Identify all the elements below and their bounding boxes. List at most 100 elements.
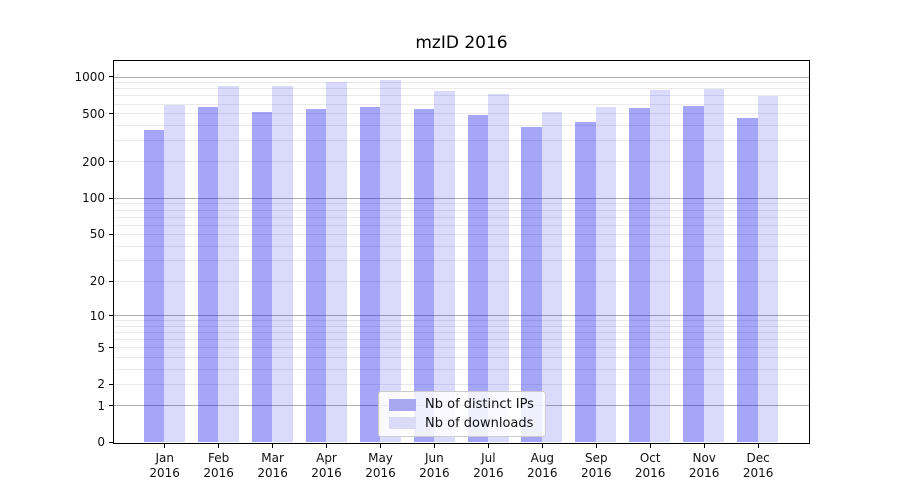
- bar-downloads-mar: [272, 85, 293, 442]
- x-tick-label-aug: Aug 2016: [527, 451, 558, 480]
- gridline-major-10: [114, 315, 809, 317]
- x-tick-mark-apr: [325, 443, 328, 448]
- bar-downloads-jun: [434, 91, 455, 442]
- x-tick-label-dec: Dec 2016: [742, 451, 774, 480]
- gridline-minor-400: [114, 124, 809, 126]
- chart-title: mzID 2016: [415, 33, 508, 53]
- gridline-minor-300: [114, 140, 809, 141]
- gridline-minor-2: [114, 383, 809, 385]
- bar-downloads-dec: [757, 96, 779, 442]
- bar-ips-feb: [197, 106, 219, 442]
- y-tick-mark-10: [108, 314, 113, 317]
- gridline-minor-600: [114, 103, 809, 105]
- y-tick-label-2: 2: [97, 377, 105, 392]
- x-tick-mark-nov: [703, 443, 705, 448]
- gridline-minor-900: [114, 82, 809, 83]
- legend-swatch-downloads-icon: [389, 417, 416, 430]
- gridline-major-100: [114, 197, 809, 199]
- y-tick-label-0: 0: [97, 435, 105, 450]
- gridline-minor-700: [114, 95, 809, 97]
- gridline-minor-5: [114, 347, 809, 349]
- gridline-major-1000: [114, 76, 809, 78]
- gridline-minor-90: [114, 203, 809, 205]
- y-tick-label-1: 1: [97, 398, 105, 413]
- y-tick-mark-1: [108, 405, 113, 407]
- x-tick-mark-dec: [757, 443, 759, 448]
- bar-downloads-feb: [218, 86, 239, 442]
- gridline-minor-4: [114, 356, 809, 358]
- x-tick-mark-sep: [595, 443, 597, 448]
- x-tick-label-jan: Jan 2016: [149, 451, 180, 480]
- bar-downloads-may: [380, 79, 401, 442]
- bar-ips-apr: [305, 108, 327, 442]
- y-tick-mark-200: [108, 161, 113, 163]
- legend-label-downloads: Nb of downloads: [425, 415, 534, 431]
- x-tick-label-nov: Nov 2016: [688, 451, 720, 480]
- bar-ips-dec: [737, 118, 758, 442]
- plot-area: Nb of distinct IPs Nb of downloads: [113, 60, 810, 444]
- x-tick-label-sep: Sep 2016: [581, 451, 612, 480]
- gridline-minor-500: [114, 113, 809, 115]
- bar-downloads-sep: [595, 106, 617, 442]
- bar-ips-jan: [143, 130, 165, 442]
- y-tick-mark-0: [108, 441, 113, 443]
- bar-ips-may: [359, 106, 381, 442]
- gridline-minor-60: [114, 224, 809, 226]
- x-tick-mark-mar: [272, 443, 274, 448]
- bar-downloads-aug: [541, 112, 563, 442]
- bar-ips-jul: [467, 115, 488, 442]
- x-tick-mark-may: [379, 443, 382, 448]
- gridline-minor-9: [114, 320, 809, 322]
- y-tick-label-20: 20: [89, 274, 105, 289]
- y-tick-label-1000: 1000: [74, 69, 105, 84]
- y-tick-mark-1000: [108, 76, 113, 78]
- gridline-minor-20: [114, 280, 809, 282]
- gridline-minor-6: [114, 339, 809, 340]
- y-tick-mark-20: [108, 280, 113, 282]
- legend: Nb of distinct IPs Nb of downloads: [378, 391, 546, 437]
- bar-ips-aug: [521, 126, 542, 442]
- y-tick-label-200: 200: [82, 154, 105, 169]
- bar-ips-nov: [683, 105, 704, 442]
- y-tick-label-500: 500: [82, 106, 105, 121]
- y-tick-label-10: 10: [89, 308, 105, 323]
- bar-ips-oct: [629, 108, 650, 442]
- x-tick-label-may: May 2016: [365, 451, 396, 480]
- legend-item-downloads: Nb of downloads: [389, 416, 535, 431]
- bar-downloads-jul: [488, 94, 509, 442]
- gridline-minor-50: [114, 234, 809, 235]
- y-tick-mark-5: [108, 347, 113, 349]
- x-tick-label-apr: Apr 2016: [311, 451, 342, 480]
- gridline-minor-7: [114, 332, 809, 333]
- y-tick-mark-500: [108, 112, 113, 115]
- y-tick-label-5: 5: [97, 340, 105, 355]
- x-tick-label-oct: Oct 2016: [634, 451, 666, 480]
- gridline-minor-8: [114, 325, 809, 327]
- gridline-minor-800: [114, 88, 809, 90]
- x-tick-mark-oct: [649, 443, 651, 448]
- bar-ips-jun: [413, 108, 434, 442]
- bar-ips-mar: [251, 111, 273, 442]
- y-tick-label-100: 100: [82, 191, 105, 206]
- legend-item-distinct-ips: Nb of distinct IPs: [389, 397, 535, 412]
- gridline-minor-3: [114, 368, 809, 370]
- x-tick-mark-jun: [433, 443, 435, 448]
- y-tick-mark-100: [108, 197, 113, 199]
- x-tick-mark-aug: [541, 443, 543, 448]
- bar-downloads-apr: [326, 81, 347, 442]
- bar-downloads-nov: [703, 89, 725, 442]
- x-tick-mark-feb: [218, 443, 220, 448]
- bar-downloads-oct: [649, 90, 671, 442]
- gridline-minor-70: [114, 216, 809, 218]
- y-tick-mark-50: [108, 233, 113, 235]
- x-tick-label-jul: Jul 2016: [473, 451, 504, 480]
- legend-label-distinct-ips: Nb of distinct IPs: [425, 397, 534, 413]
- gridline-minor-200: [114, 161, 809, 163]
- gridline-minor-40: [114, 245, 809, 247]
- x-tick-mark-jan: [164, 443, 166, 448]
- x-tick-label-mar: Mar 2016: [257, 451, 288, 480]
- gridline-minor-80: [114, 209, 809, 211]
- bar-ips-sep: [575, 121, 596, 442]
- x-tick-label-feb: Feb 2016: [203, 451, 234, 480]
